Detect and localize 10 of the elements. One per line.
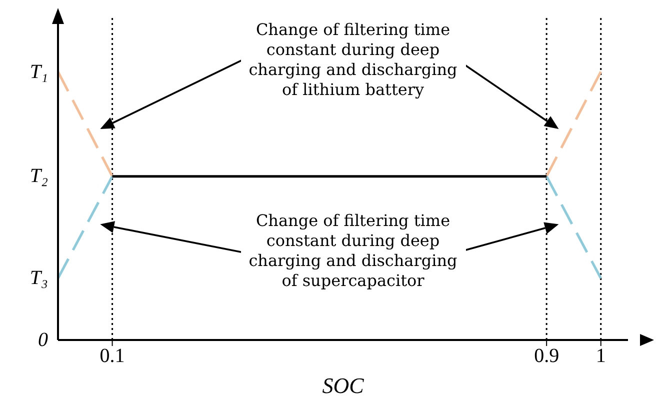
- x-tick-label: 1: [596, 345, 606, 368]
- x-tick-label: 0.1: [100, 345, 125, 368]
- annotation: Change of filtering time constant during deep charging and discharging of supercapacitor: [240, 211, 466, 292]
- annotation: Change of filtering time constant during deep charging and discharging of lithium battery: [240, 20, 466, 100]
- text: T₂: [30, 164, 48, 188]
- text: 0: [38, 328, 48, 352]
- x-tick-label: 0.9: [534, 345, 560, 368]
- x-axis-title: SOC: [322, 373, 364, 398]
- text: T₁: [30, 60, 48, 84]
- text: T₃: [30, 266, 48, 290]
